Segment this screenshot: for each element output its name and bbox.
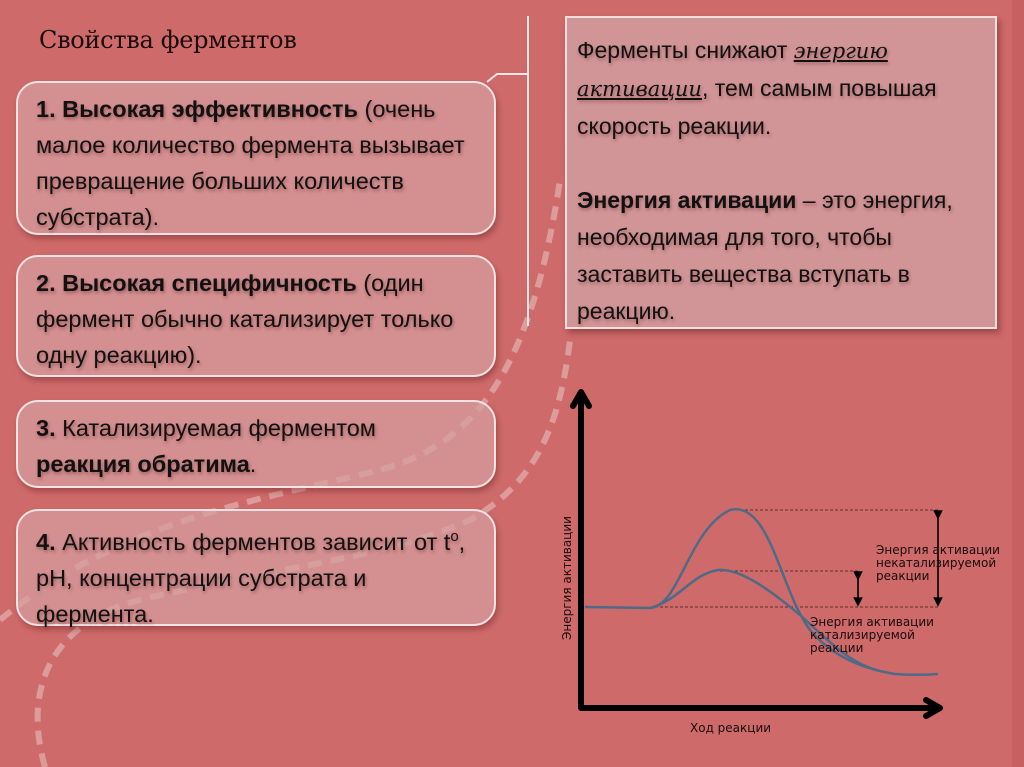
property-description: (один фермент обычно катализирует только… bbox=[36, 270, 454, 368]
spacer bbox=[577, 145, 985, 182]
activation-energy-emphasis: энергию активации bbox=[577, 39, 888, 101]
slide-title: Свойства ферментов bbox=[39, 26, 297, 54]
property-number: 1. bbox=[36, 96, 56, 122]
definition-text: – это энергия, необходимая для того, что… bbox=[577, 187, 953, 324]
slide-right-edge bbox=[1012, 0, 1024, 767]
catalyzed-label-line2: катализируемой bbox=[810, 628, 915, 642]
info-text: Ферменты снижают bbox=[577, 37, 794, 63]
definition-term: Энергия активации bbox=[577, 187, 797, 213]
info-paragraph-2: Энергия активации – это энергия, необход… bbox=[577, 182, 985, 330]
degree-superscript: o bbox=[450, 528, 459, 545]
property-end: . bbox=[249, 451, 257, 477]
property-heading: реакция обратима bbox=[36, 451, 250, 477]
uncatalyzed-curve bbox=[584, 508, 939, 676]
info-paragraph-1: Ферменты снижают энергию активации, тем … bbox=[577, 32, 985, 145]
property-number: 2. bbox=[36, 270, 56, 296]
reference-lines bbox=[650, 509, 938, 608]
property-heading: Высокая специфичность bbox=[62, 270, 357, 296]
property-text: Катализируемая ферментом bbox=[55, 415, 376, 441]
y-axis-label: Энергия активации bbox=[560, 516, 574, 640]
catalyzed-label-line1: Энергия активации bbox=[810, 615, 934, 629]
property-card-efficiency: 1. Высокая эффективность (очень малое ко… bbox=[16, 81, 496, 235]
chart-axes bbox=[570, 389, 943, 719]
catalyzed-label-line3: реакции bbox=[810, 641, 863, 655]
property-heading: Высокая эффективность bbox=[62, 96, 358, 122]
property-description: (очень малое количество фермента вызывае… bbox=[36, 96, 465, 230]
property-card-specificity: 2. Высокая специфичность (один фермент о… bbox=[16, 255, 496, 377]
activation-energy-info-box: Ферменты снижают энергию активации, тем … bbox=[565, 16, 997, 329]
uncatalyzed-label-line2: некатализируемой bbox=[876, 556, 996, 570]
uncatalyzed-label-line1: Энергия активации bbox=[876, 543, 1000, 557]
property-card-reversibility: 3. Катализируемая ферментом реакция обра… bbox=[16, 400, 496, 488]
property-text: Активность ферментов зависит от t bbox=[55, 528, 451, 555]
property-description: , pH, концентрации субстрата и фермента. bbox=[36, 528, 466, 627]
activation-energy-chart: Энергия активации некатализируемой реакц… bbox=[560, 389, 1000, 735]
property-number: 4. bbox=[36, 528, 56, 555]
x-axis-label: Ход реакции bbox=[690, 721, 771, 735]
uncatalyzed-label-line3: реакции bbox=[876, 569, 929, 583]
energy-arrows bbox=[853, 510, 943, 607]
property-card-activity-factors: 4. Активность ферментов зависит от to, p… bbox=[16, 509, 496, 627]
catalyzed-curve bbox=[649, 568, 881, 673]
property-number: 3. bbox=[36, 415, 56, 441]
info-text: , тем самым повышая скорость реакции. bbox=[577, 75, 937, 139]
